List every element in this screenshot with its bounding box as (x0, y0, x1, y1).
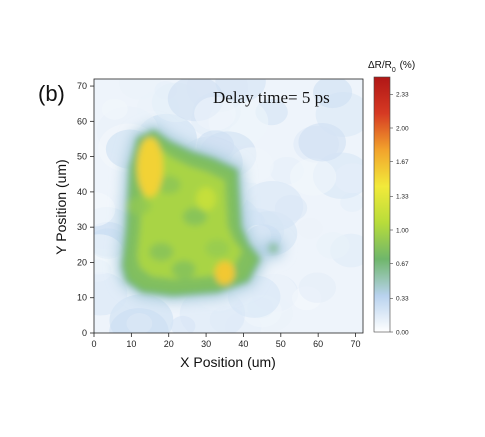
colorbar-title: ΔR/R0 (%) (368, 60, 415, 74)
noise-patch (94, 192, 116, 227)
y-axis: 0 10 20 30 40 50 60 70 (77, 81, 94, 338)
noise-patch (274, 194, 308, 222)
signal-patch (171, 260, 196, 279)
colorbar-bar (373, 76, 391, 333)
signal-blob (268, 243, 279, 254)
x-tick-label: 20 (164, 339, 174, 349)
y-axis-label: Y Position (um) (53, 159, 69, 254)
y-tick-label: 10 (77, 293, 87, 303)
delay-time-annotation: Delay time= 5 ps (213, 88, 330, 107)
x-tick-label: 30 (201, 339, 211, 349)
y-tick-label: 40 (77, 187, 87, 197)
noise-patch (94, 272, 128, 316)
signal-patch (149, 242, 174, 261)
noise-patch (101, 98, 128, 120)
x-tick-label: 60 (313, 339, 323, 349)
colorbar-tick-label: 0.33 (396, 296, 409, 303)
colorbar-tick-label: 0.67 (396, 261, 409, 268)
y-tick-label: 70 (77, 81, 87, 91)
y-tick-label: 20 (77, 257, 87, 267)
colorbar-tick-label: 1.67 (396, 159, 409, 166)
y-tick-label: 30 (77, 222, 87, 232)
noise-patch (316, 232, 350, 259)
noise-patch (298, 122, 346, 162)
colorbar-tick-label: 0.00 (396, 329, 409, 336)
noise-patch (109, 308, 169, 333)
x-tick-label: 0 (91, 339, 96, 349)
noise-patch (215, 79, 266, 102)
x-tick-label: 40 (238, 339, 248, 349)
noise-patch (312, 79, 353, 109)
noise-patch (334, 163, 363, 194)
x-axis-label: X Position (um) (180, 354, 276, 370)
plot-border (93, 78, 364, 334)
noise-patch (94, 259, 112, 282)
signal-patch (182, 207, 207, 226)
y-tick-label: 50 (77, 152, 87, 162)
x-tick-label: 50 (276, 339, 286, 349)
colorbar-tick-label: 2.00 (396, 125, 409, 132)
x-tick-label: 70 (351, 339, 361, 349)
bright-spot (196, 186, 217, 211)
colorbar-tick-label: 2.33 (396, 92, 409, 99)
signal-patch (205, 239, 230, 258)
colorbar-tick-label: 1.33 (396, 194, 409, 201)
noise-patch (194, 96, 236, 131)
signal-patch (126, 197, 151, 215)
panel-label: (b) (38, 81, 65, 106)
noise-patch (289, 158, 337, 196)
noise-patch (170, 315, 196, 333)
bright-spot (137, 137, 164, 198)
bright-spot (214, 261, 235, 286)
x-axis: 0 10 20 30 40 50 60 70 (91, 333, 361, 349)
noise-patch (296, 217, 323, 239)
colorbar-ticks: 0.00 0.33 0.67 1.00 1.33 1.67 2.00 2.33 (390, 92, 409, 336)
y-tick-label: 60 (77, 116, 87, 126)
signal-patch (156, 175, 181, 194)
colorbar-tick-label: 1.00 (396, 227, 409, 234)
signal-core (121, 129, 279, 297)
heatmap (94, 79, 363, 333)
noise-patch (298, 272, 337, 303)
y-tick-label: 0 (82, 328, 87, 338)
colorbar: 0.00 0.33 0.67 1.00 1.33 1.67 2.00 2.33 ΔR/R0 (… (368, 60, 415, 336)
x-tick-label: 10 (126, 339, 136, 349)
